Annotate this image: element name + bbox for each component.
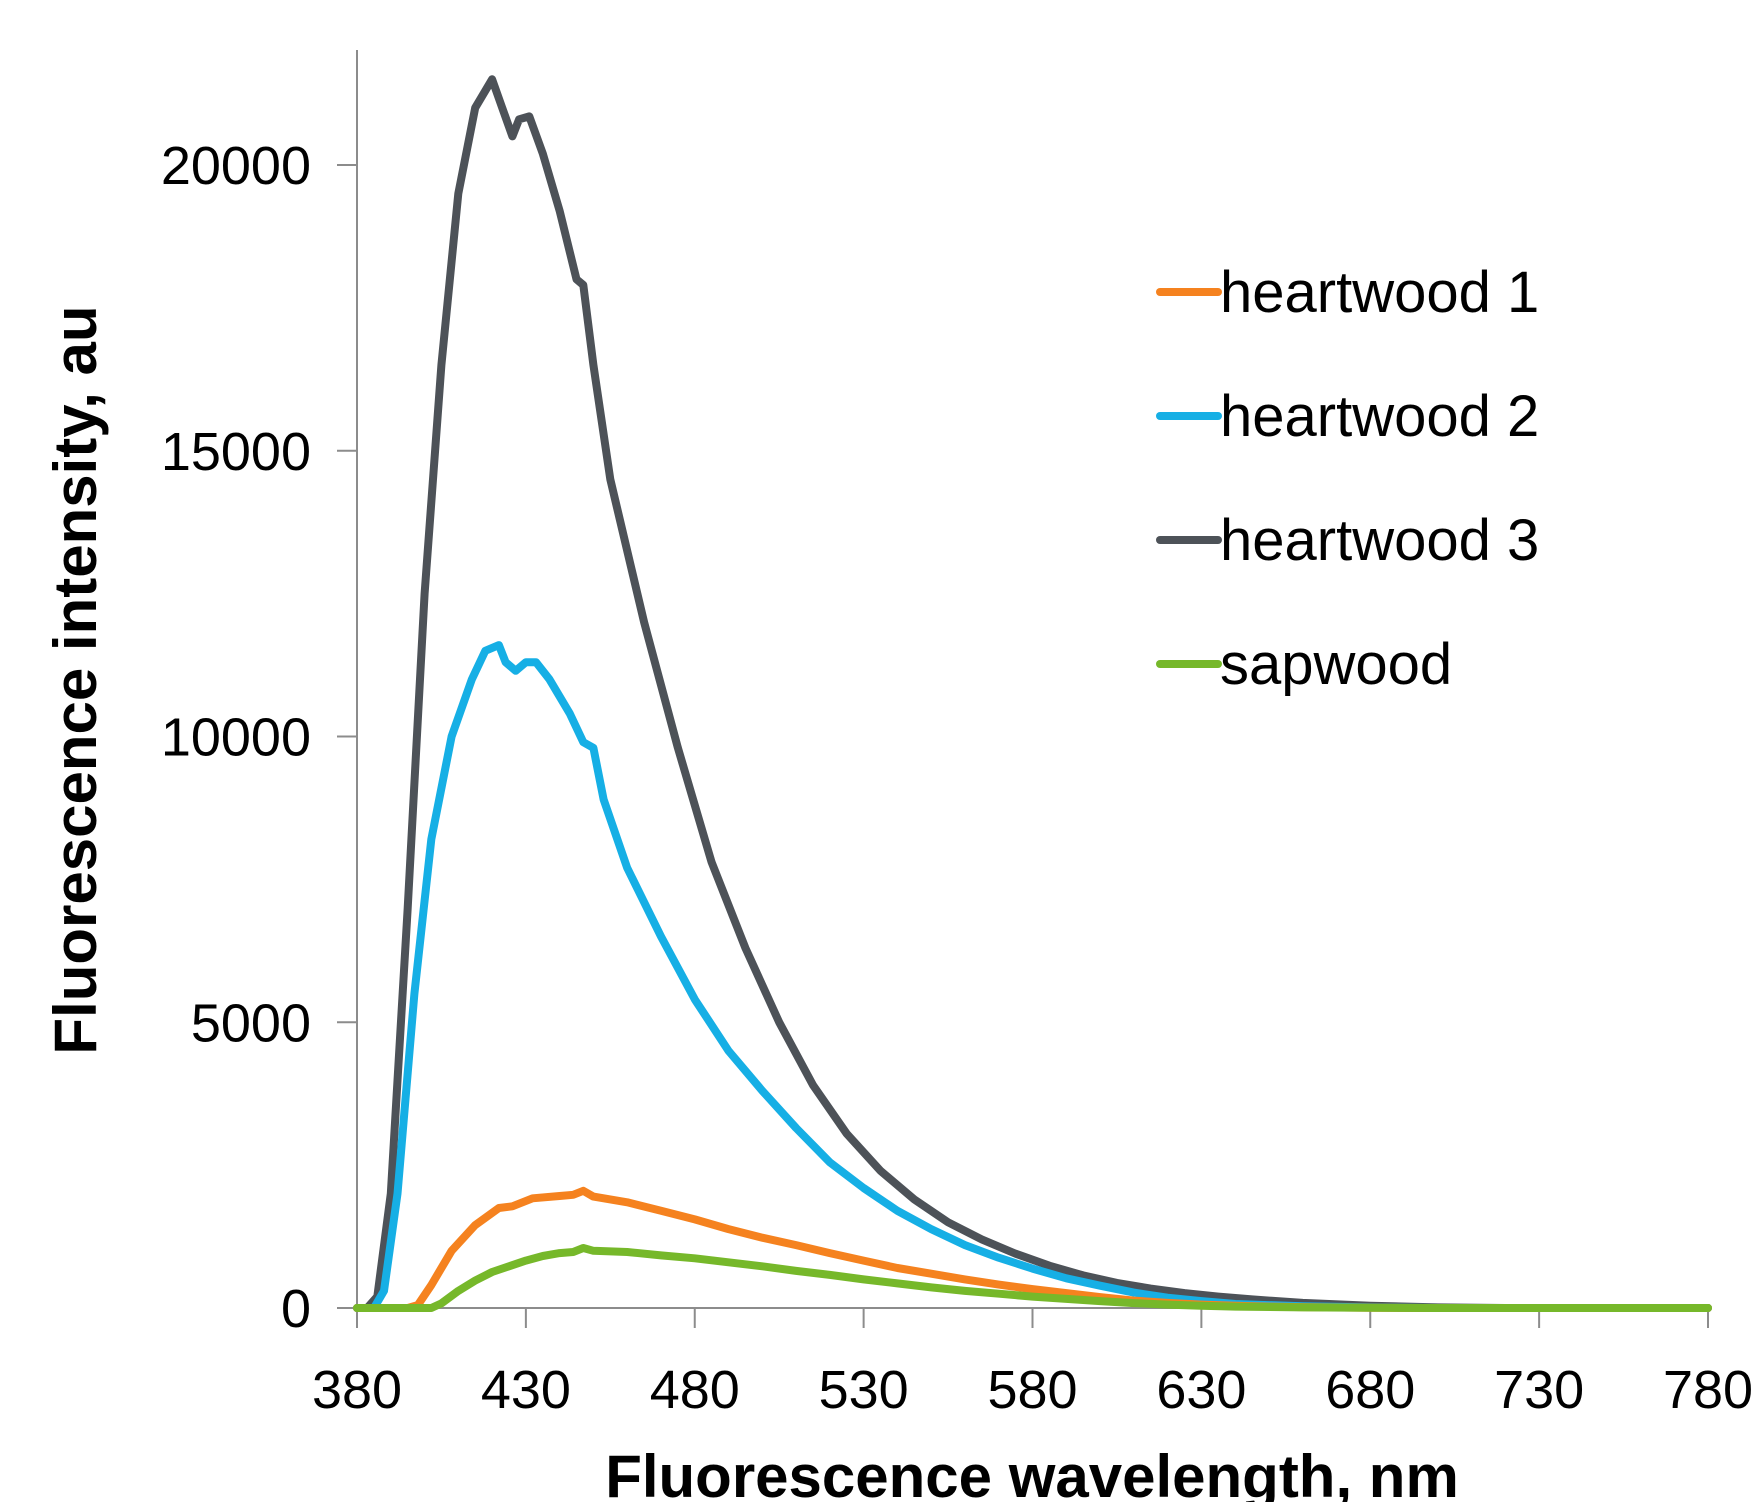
series-line-heartwood-3 bbox=[353, 75, 1712, 1312]
legend-label: heartwood 2 bbox=[1220, 384, 1539, 449]
y-tick-label: 0 bbox=[281, 1279, 311, 1339]
x-tick-label: 630 bbox=[1156, 1360, 1246, 1420]
x-tick-label: 480 bbox=[650, 1360, 740, 1420]
x-tick-label: 580 bbox=[987, 1360, 1077, 1420]
y-axis-title: Fluorescence intensity, au bbox=[42, 305, 109, 1054]
x-tick-label: 430 bbox=[481, 1360, 571, 1420]
legend-label: sapwood bbox=[1220, 632, 1452, 697]
legend-label: heartwood 3 bbox=[1220, 508, 1539, 573]
plot-area: 0 5000 10000 15000 20000 380 430 480 530 580 630 6… bbox=[161, 50, 1753, 1420]
series-line-sapwood bbox=[353, 1244, 1712, 1312]
legend: heartwood 1 heartwood 2 heartwood 3 sapwood bbox=[1156, 260, 1539, 697]
y-ticks: 0 5000 10000 15000 20000 bbox=[161, 136, 357, 1339]
x-tick-label: 780 bbox=[1663, 1360, 1753, 1420]
x-axis-title: Fluorescence wavelength, nm bbox=[605, 1443, 1459, 1502]
legend-label: heartwood 1 bbox=[1220, 260, 1539, 325]
y-tick-label: 15000 bbox=[161, 422, 311, 482]
series-line-heartwood-2 bbox=[353, 641, 1712, 1312]
x-ticks: 380 430 480 530 580 630 680 730 780 bbox=[312, 1308, 1753, 1420]
x-tick-label: 730 bbox=[1494, 1360, 1584, 1420]
x-tick-label: 680 bbox=[1325, 1360, 1415, 1420]
x-tick-label: 530 bbox=[819, 1360, 909, 1420]
series-lines bbox=[353, 75, 1712, 1312]
y-tick-label: 20000 bbox=[161, 136, 311, 196]
y-tick-label: 10000 bbox=[161, 708, 311, 768]
y-tick-label: 5000 bbox=[191, 993, 311, 1053]
x-tick-label: 380 bbox=[312, 1360, 402, 1420]
